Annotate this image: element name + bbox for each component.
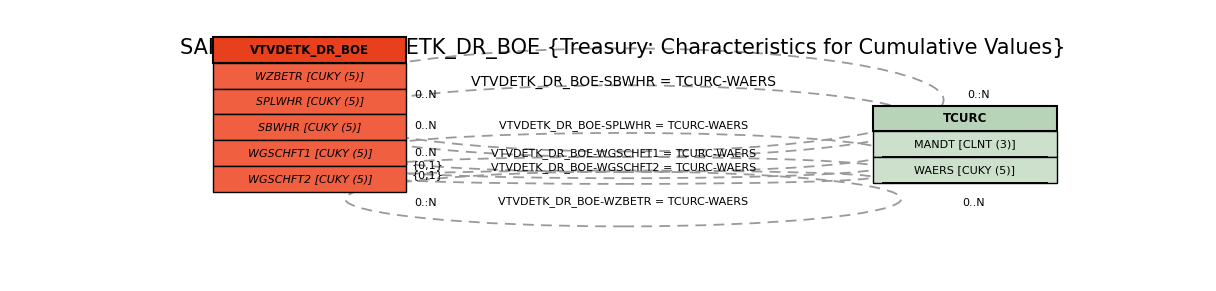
Text: VTVDETK_DR_BOE-SPLWHR = TCURC-WAERS: VTVDETK_DR_BOE-SPLWHR = TCURC-WAERS [499,120,748,131]
Text: VTVDETK_DR_BOE-WGSCHFT1 = TCURC-WAERS: VTVDETK_DR_BOE-WGSCHFT1 = TCURC-WAERS [490,148,756,159]
Text: 0..N: 0..N [413,121,437,131]
Text: SPLWHR [CUKY (5)]: SPLWHR [CUKY (5)] [255,97,364,107]
Text: VTVDETK_DR_BOE-SBWHR = TCURC-WAERS: VTVDETK_DR_BOE-SBWHR = TCURC-WAERS [471,75,776,89]
Text: VTVDETK_DR_BOE: VTVDETK_DR_BOE [250,44,370,56]
Text: WZBETR [CUKY (5)]: WZBETR [CUKY (5)] [255,71,365,81]
FancyBboxPatch shape [873,106,1057,131]
Text: SBWHR [CUKY (5)]: SBWHR [CUKY (5)] [258,122,361,132]
FancyBboxPatch shape [213,63,406,89]
Text: MANDT [CLNT (3)]: MANDT [CLNT (3)] [914,139,1015,149]
Text: 0..N: 0..N [413,148,437,158]
Text: TCURC: TCURC [942,112,987,125]
Text: WAERS [CUKY (5)]: WAERS [CUKY (5)] [914,165,1015,175]
Text: SAP ABAP table VTVDETK_DR_BOE {Treasury: Characteristics for Cumulative Values}: SAP ABAP table VTVDETK_DR_BOE {Treasury:… [180,38,1066,59]
FancyBboxPatch shape [873,157,1057,183]
Text: {0,1}: {0,1} [411,171,443,180]
FancyBboxPatch shape [213,140,406,166]
Text: 0.:N: 0.:N [967,91,990,100]
Text: 0.:N: 0.:N [413,198,437,208]
Text: VTVDETK_DR_BOE-WGSCHFT2 = TCURC-WAERS: VTVDETK_DR_BOE-WGSCHFT2 = TCURC-WAERS [490,162,756,173]
Text: VTVDETK_DR_BOE-WZBETR = TCURC-WAERS: VTVDETK_DR_BOE-WZBETR = TCURC-WAERS [499,196,748,207]
Text: 0..N: 0..N [413,91,437,100]
FancyBboxPatch shape [213,37,406,63]
Text: 0..N: 0..N [963,198,985,208]
Text: 0..N: 0..N [963,160,985,170]
Text: 0..N: 0..N [963,171,985,180]
Text: 0..N: 0..N [963,148,985,158]
Text: {0,1}: {0,1} [411,160,443,170]
FancyBboxPatch shape [213,166,406,192]
Text: WGSCHFT1 [CUKY (5)]: WGSCHFT1 [CUKY (5)] [248,148,372,158]
Text: WGSCHFT2 [CUKY (5)]: WGSCHFT2 [CUKY (5)] [248,174,372,184]
FancyBboxPatch shape [873,131,1057,157]
Text: 0..N: 0..N [967,132,990,142]
FancyBboxPatch shape [213,89,406,114]
FancyBboxPatch shape [213,114,406,140]
